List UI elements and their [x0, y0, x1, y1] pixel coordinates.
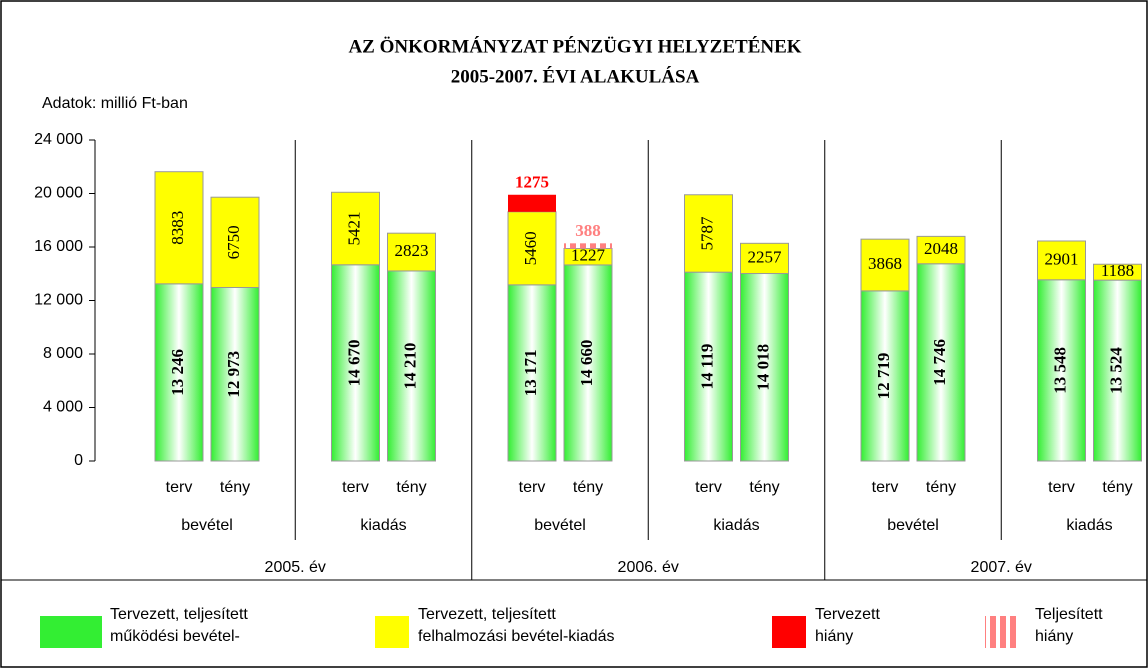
data-label: 2048	[924, 239, 958, 258]
data-label: 12 973	[224, 351, 243, 398]
bar-segment	[1037, 240, 1086, 281]
bar-segment	[331, 191, 380, 266]
bar-segment	[1093, 279, 1142, 462]
data-label: 14 746	[930, 339, 949, 386]
bar-segment	[740, 242, 789, 275]
x-tick-label: tény	[396, 479, 426, 496]
group-label: kiadás	[360, 517, 406, 534]
x-tick-label: terv	[166, 479, 193, 496]
bar-segment	[860, 290, 910, 462]
data-label: 1227	[571, 246, 606, 265]
data-label: 388	[575, 221, 601, 240]
legend-label: Teljesített hiány	[1035, 606, 1103, 645]
year-label: 2007. év	[971, 559, 1032, 576]
data-label: 13 246	[168, 349, 187, 396]
legend-swatch	[772, 616, 806, 648]
bar-segment	[507, 284, 557, 462]
y-tick-label: 12 000	[34, 292, 83, 309]
legend-label: Tervezett hiány	[815, 606, 880, 645]
chart-title: AZ ÖNKORMÁNYZAT PÉNZÜGYI HELYZETÉNEK	[348, 35, 801, 57]
bar-segment	[210, 286, 260, 462]
group-label: bevétel	[887, 517, 939, 534]
x-tick-label: terv	[1048, 479, 1075, 496]
y-tick-label: 0	[74, 452, 83, 469]
bar-segment	[507, 211, 557, 286]
legend-swatch	[375, 616, 409, 648]
bar-segment	[1037, 279, 1086, 462]
bar-segment	[684, 271, 733, 462]
group-label: bevétel	[181, 517, 233, 534]
bar-segment	[387, 232, 436, 272]
data-label: 13 548	[1050, 347, 1069, 394]
data-label: 2823	[395, 241, 429, 260]
group-label: bevétel	[534, 517, 586, 534]
bar-segment	[860, 238, 910, 292]
data-label: 13 171	[521, 350, 540, 397]
x-tick-label: tény	[1102, 479, 1132, 496]
legend-label: Tervezett, teljesített felhalmozási bevé…	[418, 606, 615, 645]
legend-swatch	[40, 616, 102, 648]
bar-segment	[1093, 263, 1142, 281]
data-label: 2257	[748, 247, 783, 266]
data-label: 13 524	[1106, 347, 1125, 394]
data-label: 1188	[1101, 261, 1134, 280]
legend-label: Tervezett, teljesített működési bevétel-	[110, 606, 248, 645]
bar-segment	[563, 264, 613, 462]
y-tick-label: 4 000	[43, 399, 83, 416]
bar-segment	[210, 196, 260, 288]
bar-segment	[154, 283, 204, 462]
data-label: 5787	[697, 216, 716, 251]
annotation: Adatok: millió Ft-ban	[42, 95, 188, 112]
bar-segment	[916, 263, 966, 462]
data-label: 5460	[521, 231, 540, 265]
x-tick-label: tény	[573, 479, 603, 496]
year-label: 2005. év	[265, 559, 326, 576]
data-label: 8383	[168, 211, 187, 245]
legend-swatch	[985, 616, 1019, 648]
data-label: 3868	[868, 254, 902, 273]
bar-segment	[684, 194, 733, 273]
x-tick-label: tény	[220, 479, 250, 496]
bar-segment	[154, 171, 204, 285]
y-tick-label: 16 000	[34, 238, 83, 255]
group-label: kiadás	[713, 517, 759, 534]
x-tick-label: terv	[342, 479, 369, 496]
bar-segment	[508, 194, 556, 212]
data-label: 14 210	[400, 343, 419, 390]
x-tick-label: tény	[749, 479, 779, 496]
bar-segment	[564, 243, 612, 249]
x-tick-label: tény	[926, 479, 956, 496]
data-label: 14 018	[753, 344, 772, 391]
data-label: 1275	[515, 173, 549, 192]
y-tick-label: 24 000	[34, 131, 83, 148]
x-tick-label: terv	[695, 479, 722, 496]
data-label: 2901	[1045, 249, 1079, 268]
x-tick-label: terv	[872, 479, 899, 496]
bar-segment	[916, 235, 966, 265]
data-label: 5421	[344, 212, 363, 246]
data-label: 14 660	[577, 340, 596, 387]
y-tick-label: 20 000	[34, 185, 83, 202]
group-label: kiadás	[1066, 517, 1112, 534]
x-tick-label: terv	[519, 479, 546, 496]
data-label: 14 119	[697, 344, 716, 390]
year-label: 2006. év	[618, 559, 679, 576]
chart-title: 2005-2007. ÉVI ALAKULÁSA	[451, 65, 700, 87]
bar-segment	[740, 273, 789, 462]
data-label: 14 670	[344, 340, 363, 387]
bar-segment	[387, 270, 436, 462]
y-tick-label: 8 000	[43, 345, 83, 362]
data-label: 6750	[224, 225, 243, 259]
data-label: 12 719	[874, 353, 893, 400]
